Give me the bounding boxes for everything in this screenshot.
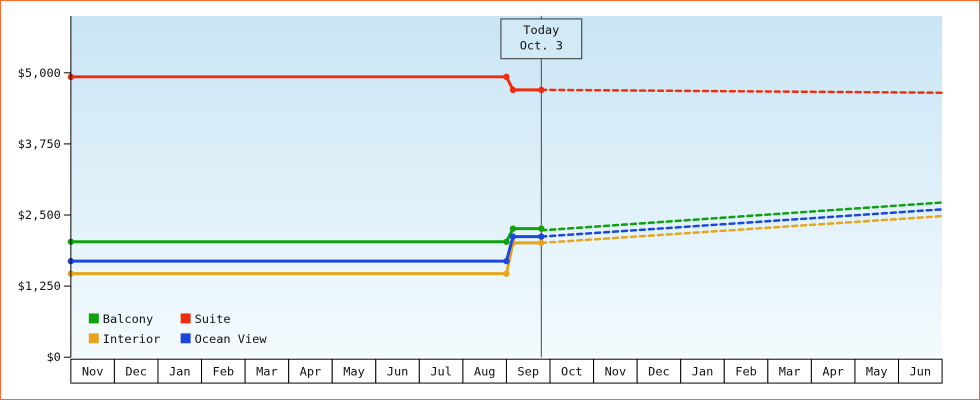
month-cell: Mar [767, 358, 812, 384]
month-cell: Jul [418, 358, 464, 384]
y-axis-tick-label: $2,500 [18, 208, 61, 222]
month-label: Nov [605, 365, 627, 379]
month-cell: Nov [70, 358, 115, 384]
series-line-forecast [540, 208, 944, 238]
month-cell: Mar [244, 358, 290, 384]
month-label: Apr [822, 365, 844, 379]
y-axis-tick-label: $3,750 [18, 137, 61, 151]
month-cell: Dec [113, 358, 159, 384]
series-line-solid [69, 235, 543, 263]
month-label: Dec [125, 365, 147, 379]
month-label: Jan [169, 365, 191, 379]
legend-label: Ocean View [195, 332, 268, 346]
month-cell: Jan [157, 358, 203, 384]
legend-item-balcony: Balcony [88, 312, 153, 326]
month-cell: Feb [201, 358, 246, 384]
data-point-marker [538, 239, 545, 247]
month-label: Jun [387, 365, 409, 379]
data-point-marker [503, 238, 510, 245]
month-cell: Apr [288, 358, 333, 384]
data-point-marker [509, 225, 517, 232]
data-point-marker [503, 73, 510, 81]
today-label: Today [523, 23, 559, 37]
month-cell: May [854, 358, 900, 384]
month-cell: Aug [462, 358, 507, 384]
series-line-forecast [540, 214, 944, 245]
month-label: Aug [474, 365, 496, 379]
data-point-marker [503, 257, 510, 265]
month-label: Oct [561, 365, 583, 379]
legend-swatch [88, 333, 99, 344]
month-cell: Jun [375, 358, 420, 384]
data-point-marker [509, 233, 517, 240]
legend-swatch [180, 313, 191, 324]
legend-item-ocean-view: Ocean View [180, 332, 268, 346]
series-interior [67, 214, 944, 277]
series-ocean-view [67, 208, 944, 265]
series-balcony [67, 201, 944, 245]
month-cell: Jun [898, 358, 943, 384]
month-label: Feb [735, 365, 757, 379]
today-box [500, 18, 583, 60]
month-label: Sep [517, 365, 539, 379]
y-axis-tick-label: $1,250 [18, 279, 61, 293]
legend-label: Suite [195, 312, 231, 326]
series-line-forecast [540, 201, 944, 232]
month-label: Apr [300, 365, 322, 379]
month-label: Mar [256, 365, 278, 379]
data-point-marker [538, 86, 545, 94]
month-label: Mar [779, 365, 801, 379]
series-line-solid [69, 241, 543, 276]
month-label: May [343, 365, 365, 379]
data-point-marker [538, 233, 545, 240]
month-label: May [866, 365, 888, 379]
month-cell: Oct [549, 358, 595, 384]
legend-swatch [180, 333, 191, 344]
data-point-marker [503, 270, 510, 277]
month-cell: Feb [723, 358, 769, 384]
legend-item-suite: Suite [180, 312, 231, 326]
month-label: Jul [430, 365, 452, 379]
month-cell: May [331, 358, 377, 384]
series-suite [67, 73, 944, 94]
month-cell: Apr [810, 358, 856, 384]
month-cell: Nov [593, 358, 638, 384]
month-cell: Dec [636, 358, 682, 384]
month-cell: Jan [680, 358, 725, 384]
legend-swatch [88, 313, 99, 324]
month-label: Jun [909, 365, 931, 379]
today-date-label: Oct. 3 [520, 39, 563, 53]
series-line-solid [69, 75, 543, 92]
data-point-marker [509, 86, 517, 94]
series-line-forecast [540, 88, 944, 94]
series-line-solid [69, 227, 543, 244]
legend-item-interior: Interior [88, 332, 161, 346]
plot-area [70, 15, 943, 358]
y-axis-tick-label: $5,000 [18, 66, 61, 80]
y-axis-tick-label: $0 [46, 350, 60, 364]
today-marker: Today Oct. 3 [500, 18, 583, 60]
legend-label: Balcony [103, 312, 153, 326]
month-cell-box [898, 358, 943, 384]
month-label: Jan [692, 365, 714, 379]
month-label: Feb [213, 365, 235, 379]
data-point-marker [538, 225, 545, 232]
legend-label: Interior [103, 332, 161, 346]
month-label: Nov [82, 365, 104, 379]
month-label: Dec [648, 365, 670, 379]
month-cell: Sep [505, 358, 551, 384]
